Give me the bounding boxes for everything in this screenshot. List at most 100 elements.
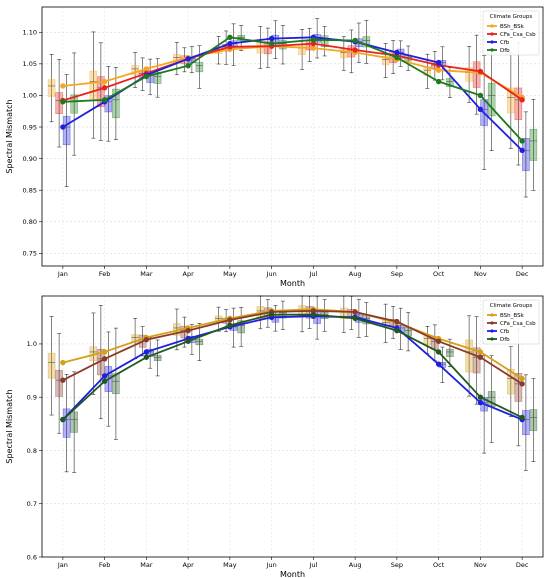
box-BSh_BSk-0: [47, 79, 56, 97]
point-CFa_Csa_Csb-Jan: [60, 377, 66, 383]
xtick-label-Jul: Jul: [308, 270, 317, 278]
x-axis-label: Month: [280, 279, 305, 288]
box-Dfb-9: [446, 348, 454, 357]
legend-box: [482, 299, 540, 345]
legend-box: [482, 10, 540, 56]
point-CFa_Csa_Csb-Aug: [352, 47, 358, 53]
box-BSh_BSk-2: [131, 334, 139, 343]
legend-title: Climate Groups: [490, 14, 533, 20]
point-CFa_Csa_Csb-Apr: [185, 327, 191, 334]
box-Dfb-7: [362, 36, 371, 48]
point-Cfb-Mar: [143, 349, 150, 355]
xtick-label-Sep: Sep: [391, 561, 403, 569]
xtick-label-Jun: Jun: [266, 270, 277, 278]
series-line-Dfb: [62, 36, 523, 142]
xtick-label-Jan: Jan: [57, 270, 68, 278]
ytick-label-7: 1.10: [23, 29, 37, 37]
legend-label-Dfb: Dfb: [500, 48, 510, 54]
legend: Climate Groups BSh_BSk CFa_Csa_Csb Cfb Dfb: [482, 10, 540, 56]
box-Dfb-2: [153, 354, 162, 361]
point-Dfb-Apr: [185, 63, 191, 69]
box-Dfb-1: [112, 88, 120, 119]
point-BSh_BSk-Jan: [60, 83, 66, 89]
point-CFa_Csa_Csb-Dec: [519, 97, 525, 103]
point-BSh_BSk-Dec: [519, 375, 525, 382]
point-Dfb-Oct: [435, 78, 442, 85]
box-Cfb-0: [62, 408, 71, 438]
legend-label-CFa_Csa_Csb: CFa_Csa_Csb: [500, 321, 536, 327]
box-Dfb-11: [529, 128, 538, 161]
point-Dfb-Aug: [352, 315, 358, 322]
point-Cfb-May: [227, 40, 233, 47]
point-Dfb-Jul: [310, 311, 317, 318]
box-BSh_BSk-11: [507, 87, 515, 114]
point-Dfb-Feb: [101, 97, 108, 103]
x-axis-label: Month: [280, 570, 305, 578]
box-BSh_BSk-8: [381, 55, 390, 66]
point-Dfb-Mar: [143, 73, 150, 80]
point-Dfb-Nov: [477, 92, 484, 99]
point-CFa_Csa_Csb-Oct: [435, 338, 442, 344]
ytick-label-1: 0.80: [23, 218, 37, 226]
box-Dfb-10: [487, 82, 496, 117]
xtick-label-Oct: Oct: [433, 561, 445, 569]
xtick-label-Nov: Nov: [474, 561, 487, 569]
plot-frame: [41, 6, 544, 267]
y-axis-label: Spectral Mismatch: [5, 99, 14, 173]
ytick-label-5: 1.00: [23, 92, 37, 100]
legend-label-Cfb: Cfb: [500, 329, 510, 335]
xtick-label-Feb: Feb: [99, 561, 111, 569]
series-line-CFa_Csa_Csb: [62, 309, 523, 385]
ytick-label-0: 0.75: [23, 250, 37, 258]
point-CFa_Csa_Csb-Nov: [477, 354, 484, 360]
point-CFa_Csa_Csb-May: [227, 317, 233, 323]
plot-frame: [41, 295, 544, 558]
box-BSh_BSk-0: [47, 352, 56, 379]
box-CFa_Csa_Csb-0: [55, 370, 63, 397]
point-Cfb-Dec: [519, 147, 525, 154]
box-Cfb-11: [522, 410, 530, 436]
xtick-label-Jun: Jun: [266, 561, 277, 569]
legend-marker-CFa_Csa_Csb: [490, 321, 494, 325]
point-Dfb-Nov: [477, 394, 484, 400]
legend-marker-BSh_BSk: [490, 24, 494, 28]
box-Dfb-3: [195, 338, 204, 346]
box-Dfb-3: [195, 61, 204, 73]
box-BSh_BSk-11: [507, 368, 515, 395]
point-Dfb-Dec: [519, 414, 525, 421]
box-BSh_BSk-6: [298, 43, 306, 55]
point-Dfb-Jun: [268, 40, 275, 47]
box-Cfb-0: [62, 116, 71, 146]
point-Cfb-Oct: [435, 59, 442, 66]
point-CFa_Csa_Csb-Sep: [394, 318, 400, 325]
box-BSh_BSk-7: [340, 307, 348, 319]
point-Dfb-Jan: [60, 99, 66, 105]
point-BSh_BSk-Jul: [310, 45, 317, 51]
point-Cfb-Apr: [185, 56, 191, 62]
box-Dfb-11: [529, 409, 538, 431]
xtick-label-May: May: [223, 270, 237, 278]
point-Cfb-Nov: [477, 399, 484, 406]
point-CFa_Csa_Csb-Nov: [477, 68, 484, 75]
ytick-label-3: 0.9: [27, 394, 37, 402]
xtick-label-Sep: Sep: [391, 270, 403, 278]
box-CFa_Csa_Csb-1: [97, 76, 105, 107]
box-Dfb-4: [237, 320, 245, 334]
point-BSh_BSk-Oct: [435, 67, 442, 73]
point-Dfb-Jun: [268, 311, 275, 318]
point-Dfb-Feb: [101, 378, 108, 384]
series-line-BSh_BSk: [62, 308, 523, 380]
ytick-label-2: 0.8: [27, 447, 37, 455]
xtick-label-Jan: Jan: [57, 561, 68, 569]
ytick-label-2: 0.85: [23, 186, 37, 194]
xtick-label-Feb: Feb: [99, 270, 111, 278]
point-BSh_BSk-Mar: [143, 66, 150, 72]
point-BSh_BSk-Feb: [101, 78, 108, 85]
point-BSh_BSk-Nov: [477, 349, 484, 355]
box-BSh_BSk-10: [465, 67, 473, 82]
legend-label-CFa_Csa_Csb: CFa_Csa_Csb: [500, 32, 536, 38]
xtick-label-Dec: Dec: [516, 270, 529, 278]
legend: Climate Groups BSh_BSk CFa_Csa_Csb Cfb Dfb: [482, 299, 540, 345]
box-BSh_BSk-2: [131, 65, 139, 75]
